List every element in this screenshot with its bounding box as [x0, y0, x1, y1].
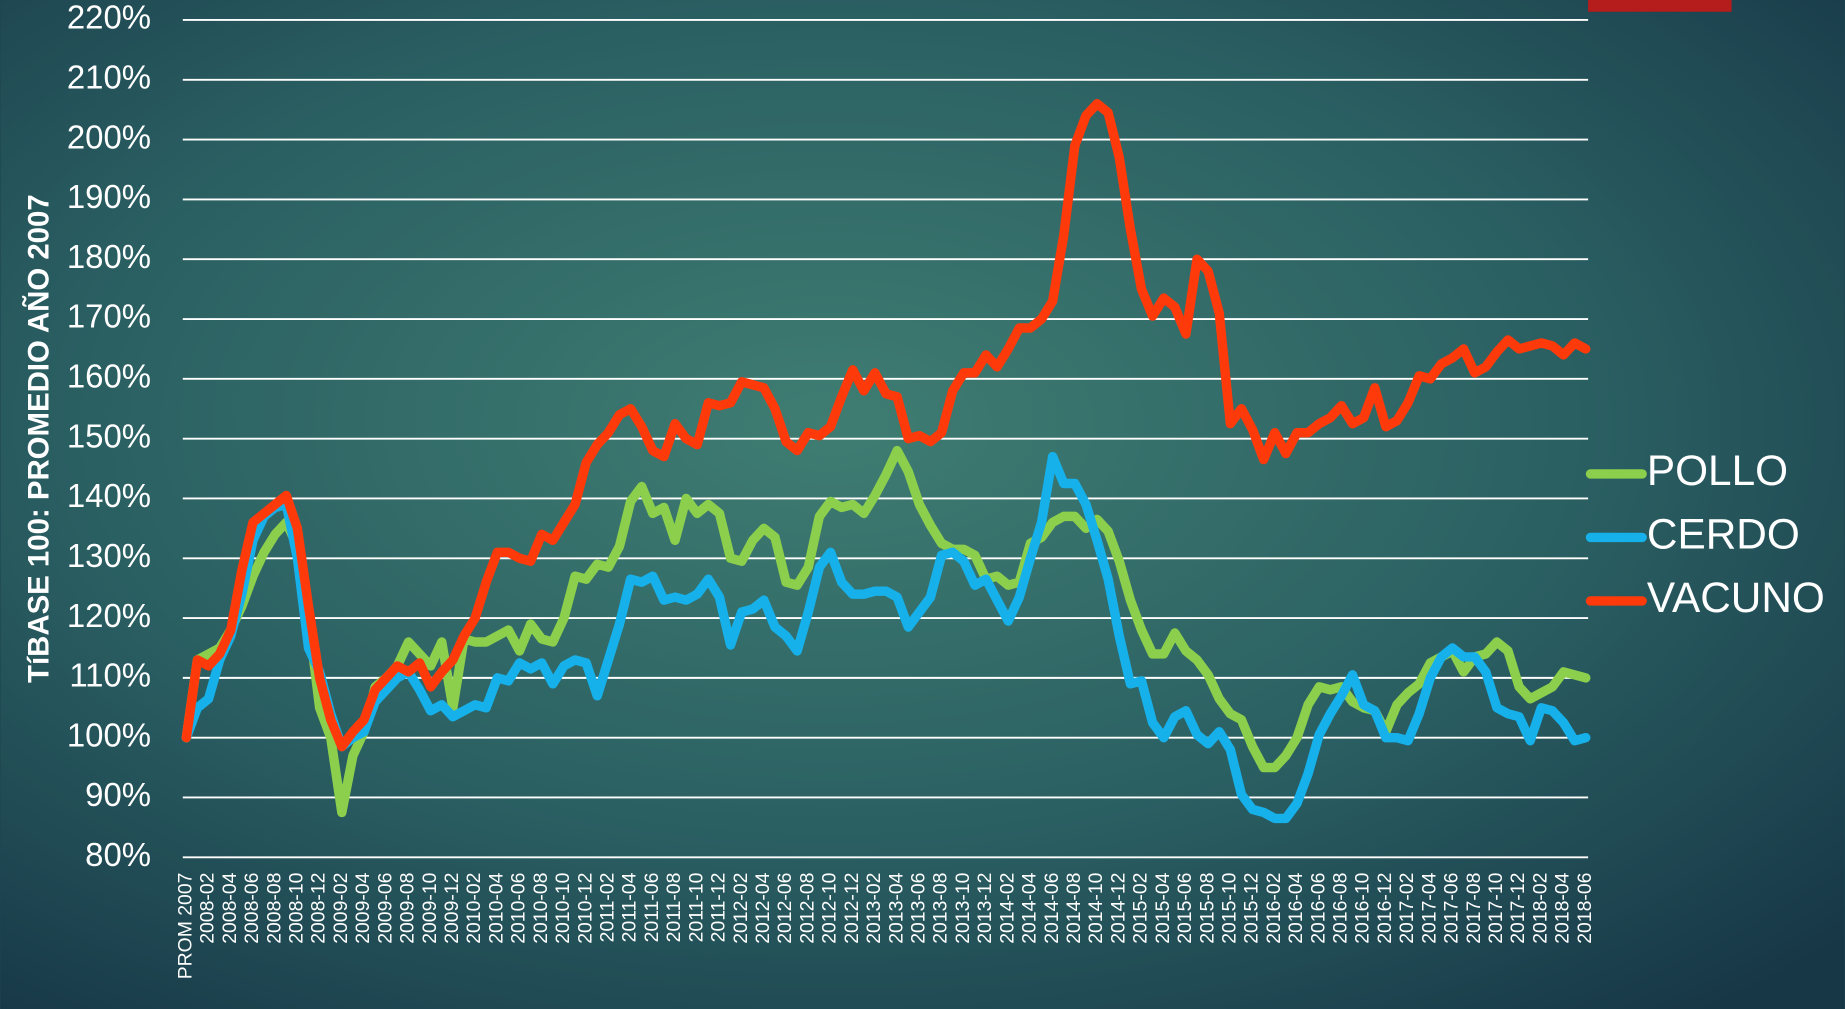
x-tick-label: 2015-02	[1130, 873, 1152, 944]
y-tick-label: 190%	[67, 178, 151, 215]
x-tick-label: 2013-10	[952, 872, 974, 943]
x-tick-label: 2011-06	[641, 873, 663, 943]
x-tick-label: 2013-08	[930, 873, 952, 944]
x-tick-label: 2009-10	[419, 872, 441, 943]
y-axis-label: TíBASE 100: PROMEDIO AÑO 2007	[21, 194, 55, 683]
legend-label: CERDO	[1647, 511, 1800, 558]
x-tick-label: 2010-12	[574, 873, 596, 944]
x-tick-label: 2015-12	[1241, 873, 1263, 944]
y-tick-label: 120%	[67, 597, 151, 634]
y-tick-label: 150%	[67, 417, 151, 454]
x-tick-label: 2011-08	[663, 873, 685, 943]
x-tick-label: 2012-08	[796, 873, 818, 944]
legend-label: POLLO	[1647, 447, 1788, 494]
x-tick-label: 2018-04	[1552, 872, 1574, 943]
x-tick-label: 2009-02	[330, 873, 352, 944]
y-tick-label: 90%	[85, 776, 151, 813]
x-tick-label: 2012-02	[730, 873, 752, 944]
x-tick-label: 2008-08	[263, 873, 285, 944]
y-tick-label: 80%	[85, 836, 151, 873]
x-tick-label: 2010-06	[508, 873, 530, 944]
x-tick-label: PROM 2007	[174, 873, 196, 980]
x-tick-label: 2016-06	[1307, 873, 1329, 944]
x-tick-label: 2011-10	[685, 872, 707, 942]
x-tick-label: 2013-06	[907, 873, 929, 944]
y-tick-label: 200%	[67, 118, 151, 155]
x-tick-label: 2008-12	[308, 873, 330, 944]
x-tick-label: 2012-12	[841, 873, 863, 944]
y-tick-label: 130%	[67, 537, 151, 574]
x-tick-label: 2016-02	[1263, 873, 1285, 944]
x-tick-label: 2012-04	[752, 872, 774, 943]
y-tick-label: 100%	[67, 716, 151, 753]
x-tick-label: 2016-12	[1374, 873, 1396, 944]
x-tick-label: 2017-08	[1463, 873, 1485, 944]
x-tick-label: 2012-10	[819, 872, 841, 943]
y-tick-label: 210%	[67, 59, 151, 96]
x-tick-label: 2013-04	[885, 872, 907, 943]
x-tick-label: 2009-06	[374, 873, 396, 944]
x-tick-label: 2010-04	[485, 872, 507, 943]
x-tick-label: 2015-10	[1218, 872, 1240, 943]
x-tick-label: 2017-06	[1441, 873, 1463, 944]
x-tick-label: 2014-12	[1107, 873, 1129, 944]
x-tick-label: 2014-06	[1041, 873, 1063, 944]
x-tick-label: 2014-10	[1085, 872, 1107, 943]
y-tick-label: 160%	[67, 358, 151, 395]
x-tick-label: 2014-04	[1019, 872, 1041, 943]
x-tick-label: 2014-02	[996, 873, 1018, 944]
y-tick-label: 180%	[67, 238, 151, 275]
x-tick-label: 2016-10	[1352, 872, 1374, 943]
x-tick-label: 2016-08	[1330, 873, 1352, 944]
x-tick-label: 2008-04	[219, 872, 241, 943]
x-tick-label: 2011-02	[597, 873, 619, 943]
y-tick-label: 170%	[67, 298, 151, 335]
x-tick-label: 2015-06	[1174, 873, 1196, 944]
x-tick-label: 2008-06	[241, 873, 263, 944]
x-tick-label: 2017-10	[1485, 872, 1507, 943]
y-tick-label: 110%	[69, 657, 151, 694]
x-tick-label: 2009-12	[441, 873, 463, 944]
x-tick-label: 2013-12	[974, 873, 996, 944]
x-tick-label: 2011-12	[708, 873, 730, 943]
line	[181, 445, 1591, 818]
x-tick-label: 2015-04	[1152, 872, 1174, 943]
x-tick-label: 2016-04	[1285, 872, 1307, 943]
x-tick-label: 2012-06	[774, 873, 796, 944]
x-tick-label: 2018-06	[1574, 873, 1596, 944]
x-tick-label: 2018-02	[1529, 873, 1551, 944]
x-tick-label: 2017-12	[1507, 873, 1529, 944]
x-tick-label: 2009-04	[352, 872, 374, 943]
x-tick-label: 2013-02	[863, 873, 885, 944]
x-tick-label: 2009-08	[397, 873, 419, 944]
x-tick-label: 2008-02	[197, 873, 219, 944]
y-tick-label: 140%	[67, 477, 151, 514]
x-tick-label: 2010-02	[463, 873, 485, 944]
x-tick-label: 2017-02	[1396, 873, 1418, 944]
line	[181, 451, 1591, 824]
line	[181, 99, 1591, 752]
x-tick-label: 2017-04	[1418, 872, 1440, 943]
x-tick-label: 2015-08	[1196, 873, 1218, 944]
legend-label: VACUNO	[1647, 574, 1825, 621]
x-tick-label: 2011-04	[619, 872, 641, 942]
decoration	[1588, 0, 1732, 12]
x-tick-label: 2014-08	[1063, 873, 1085, 944]
x-tick-label: 2010-10	[552, 872, 574, 943]
x-tick-label: 2010-08	[530, 873, 552, 944]
x-tick-label: 2008-10	[286, 872, 308, 943]
y-tick-label: 220%	[67, 0, 151, 36]
